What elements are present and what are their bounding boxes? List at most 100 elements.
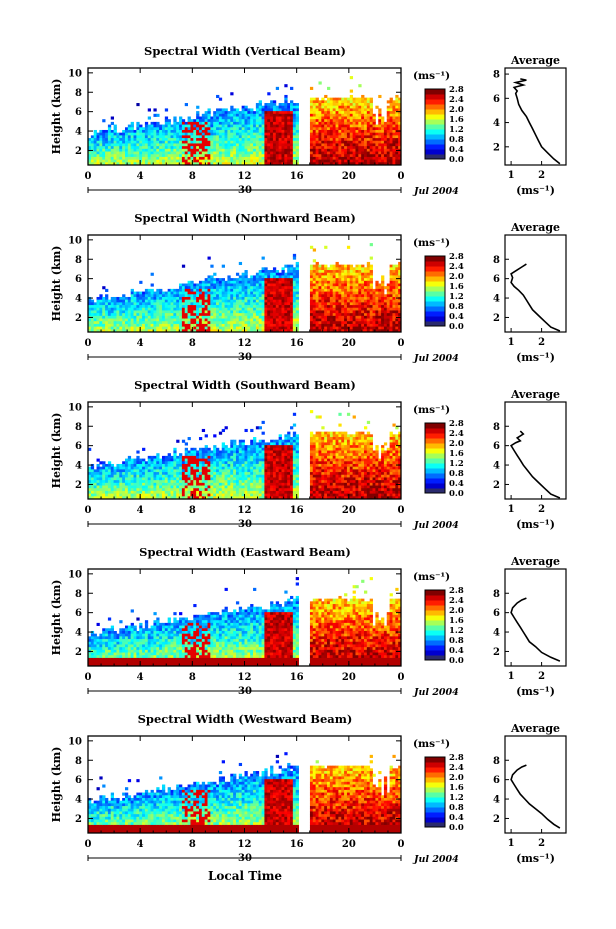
heatmap-cell: [278, 275, 282, 279]
heatmap-cell: [213, 124, 217, 128]
heatmap-cell: [261, 156, 265, 161]
heatmap-cell: [167, 138, 171, 142]
heatmap-cell: [230, 124, 234, 128]
heatmap-cell: [204, 159, 208, 163]
heatmap-cell: [213, 302, 217, 306]
heatmap-cell: [329, 108, 334, 112]
heatmap-cell: [392, 321, 396, 325]
heatmap-cell: [119, 138, 123, 142]
heatmap-cell: [139, 291, 143, 295]
heatmap-cell: [159, 323, 163, 328]
heatmap-cell: [358, 100, 362, 104]
heatmap-cell: [96, 313, 100, 317]
heatmap-cell: [287, 121, 291, 125]
heatmap-cell: [201, 124, 206, 128]
heatmap-cell: [392, 280, 396, 284]
heatmap-cell: [227, 299, 231, 303]
heatmap-cell: [361, 132, 365, 136]
heatmap-cell: [344, 326, 348, 330]
heatmap-cell: [159, 291, 163, 295]
heatmap-cell: [176, 291, 180, 295]
heatmap-cell: [150, 321, 154, 325]
heatmap-cell: [287, 154, 291, 158]
heatmap-cell: [110, 302, 115, 306]
heatmap-cell: [136, 121, 140, 125]
heatmap-cell: [295, 326, 299, 330]
heatmap-cell: [96, 463, 100, 468]
heatmap-cell: [241, 105, 245, 109]
heatmap-cell: [176, 321, 180, 325]
heatmap-cell: [227, 113, 231, 117]
heatmap-cell: [127, 496, 132, 500]
heatmap-cell: [167, 313, 171, 317]
heatmap-cell: [147, 302, 151, 306]
heatmap-cell: [366, 127, 371, 131]
heatmap-cell: [278, 315, 282, 319]
heatmap-cell: [290, 329, 294, 333]
heatmap-cell: [139, 310, 143, 314]
heatmap-cell: [355, 97, 359, 101]
heatmap-cell: [142, 135, 146, 139]
heatmap-cell: [159, 315, 163, 319]
heatmap-cell: [224, 286, 228, 290]
heatmap-cell: [164, 146, 169, 150]
heatmap-cell: [133, 472, 137, 476]
heatmap-cell: [164, 124, 169, 128]
heatmap-cell: [275, 310, 280, 314]
heatmap-cell: [346, 272, 351, 276]
heatmap-cell: [295, 286, 299, 290]
heatmap-cell: [369, 302, 373, 306]
heatmap-cell: [309, 129, 314, 134]
heatmap-cell: [275, 291, 280, 295]
heatmap-cell: [272, 135, 277, 139]
heatmap-cell: [244, 270, 248, 274]
heatmap-cell: [292, 286, 297, 290]
heatmap-cell: [198, 294, 203, 298]
heatmap-cell: [369, 103, 373, 107]
heatmap-cell: [267, 124, 271, 128]
heatmap-cell: [327, 151, 331, 155]
heatmap-cell: [110, 146, 115, 150]
heatmap-cell: [258, 154, 262, 158]
heatmap-cell: [381, 116, 385, 120]
heatmap-cell: [105, 151, 109, 155]
heatmap-cell: [224, 159, 228, 163]
heatmap-cell: [105, 318, 109, 322]
heatmap-cell: [383, 299, 388, 303]
heatmap-cell: [124, 135, 129, 139]
heatmap-cell: [381, 135, 385, 139]
heatmap-cell: [218, 299, 223, 303]
heatmap-cell: [335, 162, 339, 166]
heatmap-cell: [312, 135, 317, 139]
heatmap-cell: [352, 283, 356, 287]
y-tick-label: 4: [75, 127, 82, 138]
heatmap-cell: [366, 119, 371, 123]
heatmap-cell: [107, 313, 112, 317]
heatmap-cell: [173, 458, 177, 462]
heatmap-cell: [130, 321, 134, 325]
heatmap-cell: [309, 283, 314, 287]
heatmap-cell: [332, 116, 336, 120]
heatmap-cell: [284, 129, 288, 134]
heatmap-cell: [295, 143, 299, 147]
heatmap-cell: [164, 474, 169, 478]
heatmap-cell: [335, 302, 339, 306]
heatmap-cell: [392, 162, 396, 166]
heatmap-cell: [295, 162, 299, 166]
heatmap-cell: [204, 146, 208, 150]
heatmap-cell: [233, 307, 237, 311]
heatmap-cell: [358, 97, 362, 101]
heatmap-cell: [198, 140, 203, 144]
heatmap-cell: [93, 315, 97, 319]
heatmap-cell: [190, 119, 194, 123]
heatmap-cell: [119, 318, 123, 322]
heatmap-cell: [395, 140, 399, 144]
heatmap-cell: [290, 286, 294, 290]
heatmap-cell: [119, 474, 123, 478]
heatmap-cell: [324, 321, 328, 325]
heatmap-cell: [321, 140, 325, 144]
heatmap-cell: [221, 288, 225, 292]
heatmap-cell: [378, 113, 382, 117]
heatmap-cell: [241, 326, 245, 330]
heatmap-cell: [352, 286, 356, 290]
